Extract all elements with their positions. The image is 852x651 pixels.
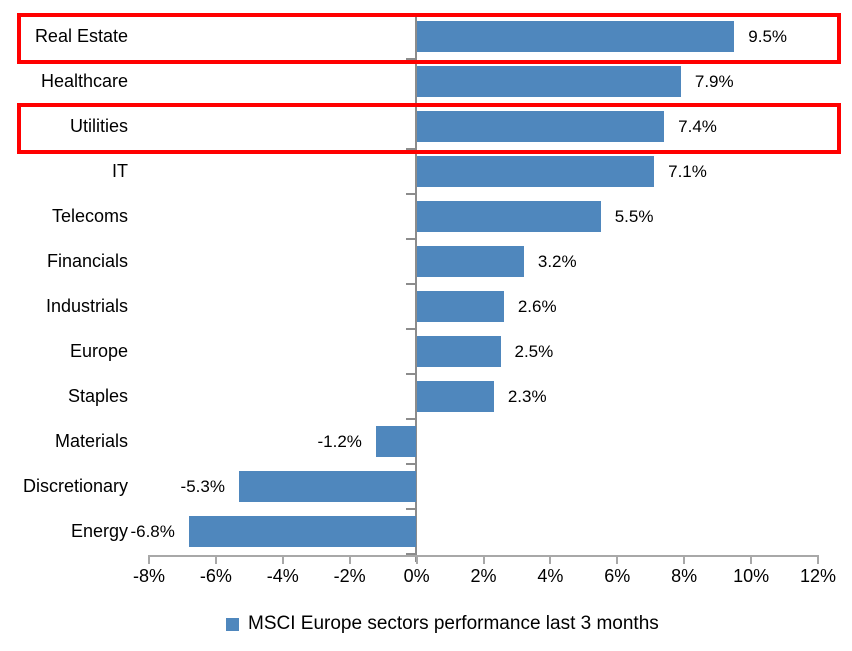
highlight-box-utilities bbox=[17, 103, 841, 154]
value-axis-tick bbox=[482, 555, 485, 564]
value-axis-tick-label: 4% bbox=[537, 566, 564, 586]
value-label: 2.5% bbox=[514, 342, 554, 361]
category-axis-tick bbox=[406, 328, 416, 330]
bar bbox=[417, 336, 501, 367]
value-axis-tick-label: 8% bbox=[671, 566, 698, 586]
legend-swatch-icon bbox=[226, 618, 239, 631]
category-label: Utilities bbox=[69, 116, 128, 136]
legend: MSCI Europe sectors performance last 3 m… bbox=[226, 612, 659, 636]
value-axis-tick bbox=[148, 555, 150, 564]
category-label: Healthcare bbox=[40, 71, 128, 91]
value-axis-tick bbox=[549, 555, 552, 564]
value-axis-tick-label: 12% bbox=[799, 566, 837, 586]
value-axis-tick-label: 10% bbox=[733, 566, 770, 586]
bar bbox=[417, 21, 735, 52]
value-axis-tick bbox=[616, 555, 619, 564]
value-axis-tick bbox=[415, 555, 418, 564]
value-label: 7.9% bbox=[694, 72, 734, 91]
category-label: Europe bbox=[69, 341, 128, 361]
value-axis-tick-label: 6% bbox=[604, 566, 631, 586]
value-axis-tick bbox=[281, 555, 284, 564]
category-axis-tick bbox=[406, 58, 416, 60]
category-axis-tick bbox=[406, 463, 416, 465]
value-label: -6.8% bbox=[130, 522, 175, 541]
value-axis-tick-label: -8% bbox=[132, 566, 165, 586]
value-axis-tick bbox=[750, 555, 753, 564]
value-axis-tick-label: -4% bbox=[266, 566, 299, 586]
category-label: Staples bbox=[67, 386, 128, 406]
bar bbox=[417, 381, 494, 412]
category-label: IT bbox=[112, 161, 128, 181]
bar bbox=[417, 291, 504, 322]
category-axis-tick bbox=[406, 508, 416, 510]
category-label: Discretionary bbox=[22, 476, 128, 496]
value-axis-tick bbox=[683, 555, 686, 564]
category-axis-tick bbox=[406, 238, 416, 240]
bar bbox=[188, 516, 416, 547]
category-axis-tick bbox=[406, 283, 416, 285]
bar bbox=[417, 246, 524, 277]
category-axis-tick bbox=[406, 373, 416, 375]
category-label: Financials bbox=[46, 251, 128, 271]
bar bbox=[238, 471, 416, 502]
bar bbox=[417, 66, 681, 97]
value-axis-tick bbox=[817, 555, 819, 564]
value-axis-tick bbox=[214, 555, 217, 564]
category-axis-line bbox=[415, 14, 417, 562]
value-label: 5.5% bbox=[614, 207, 654, 226]
value-label: -1.2% bbox=[317, 432, 362, 451]
value-axis-tick bbox=[348, 555, 351, 564]
legend-label: MSCI Europe sectors performance last 3 m… bbox=[248, 613, 659, 634]
bar bbox=[375, 426, 416, 457]
category-axis-tick bbox=[406, 148, 416, 150]
value-label: 9.5% bbox=[748, 27, 788, 46]
bar bbox=[417, 201, 601, 232]
category-axis-tick bbox=[406, 193, 416, 195]
highlight-box-real-estate bbox=[17, 13, 841, 64]
category-label: Industrials bbox=[45, 296, 128, 316]
value-axis-tick-label: 2% bbox=[470, 566, 497, 586]
bar bbox=[417, 111, 665, 142]
value-label: 7.1% bbox=[668, 162, 707, 181]
category-label: Energy bbox=[70, 521, 128, 541]
value-label: 3.2% bbox=[537, 252, 577, 271]
value-label: -5.3% bbox=[180, 477, 225, 496]
value-label: 7.4% bbox=[678, 117, 717, 136]
value-axis-tick-label: -6% bbox=[199, 566, 232, 586]
category-label: Telecoms bbox=[51, 206, 128, 226]
value-label: 2.6% bbox=[517, 297, 557, 316]
bar bbox=[417, 156, 655, 187]
value-axis-tick-label: -2% bbox=[333, 566, 366, 586]
category-label: Materials bbox=[54, 431, 128, 451]
value-axis-tick-label: 0% bbox=[403, 566, 430, 586]
value-label: 2.3% bbox=[507, 387, 547, 406]
category-label: Real Estate bbox=[34, 26, 128, 46]
category-axis-tick bbox=[406, 418, 416, 420]
category-axis-tick bbox=[406, 553, 416, 555]
